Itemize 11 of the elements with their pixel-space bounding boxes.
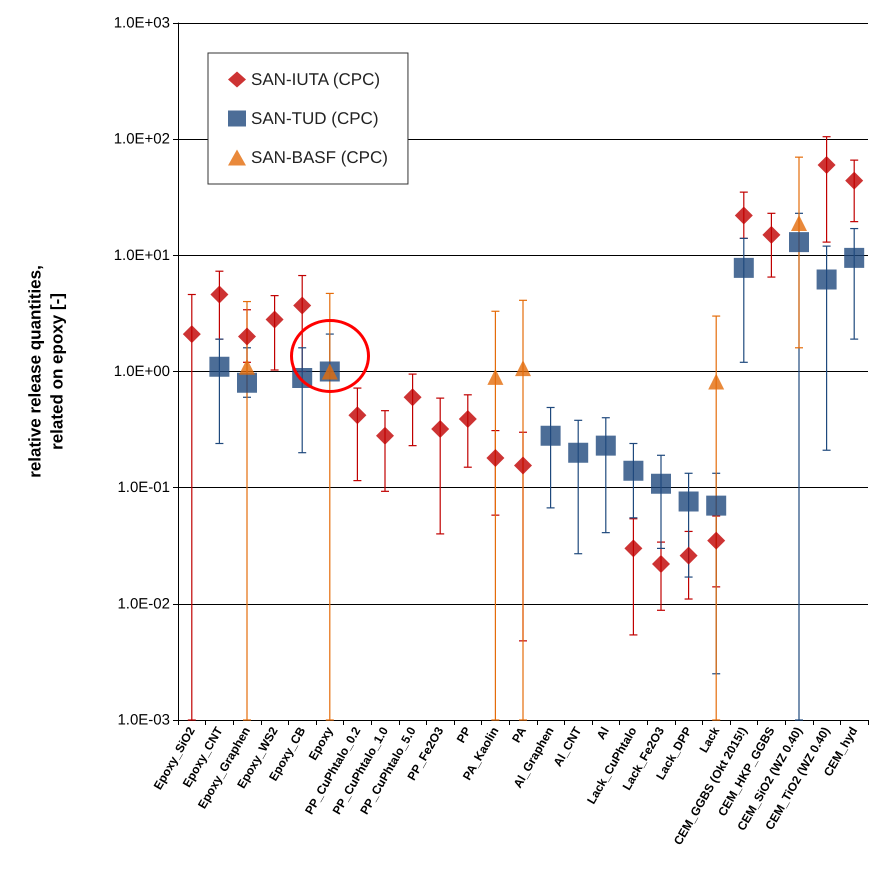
y-tick-label: 1.0E+01	[114, 246, 170, 264]
y-tick-label: 1.0E-02	[117, 595, 170, 612]
legend-label: SAN-IUTA (CPC)	[251, 70, 380, 89]
y-axis-title: relative release quantities, related on epoxy [-]	[26, 265, 66, 478]
y-tick-label: 1.0E+02	[114, 130, 170, 148]
y-tick-label: 1.0E-01	[117, 479, 170, 496]
y-tick-label: 1.0E+03	[114, 14, 170, 32]
y-tick-label: 1.0E+00	[114, 363, 170, 380]
legend-label: SAN-TUD (CPC)	[251, 109, 378, 128]
legend-label: SAN-BASF (CPC)	[251, 148, 388, 167]
y-tick-label: 1.0E-03	[117, 712, 170, 728]
